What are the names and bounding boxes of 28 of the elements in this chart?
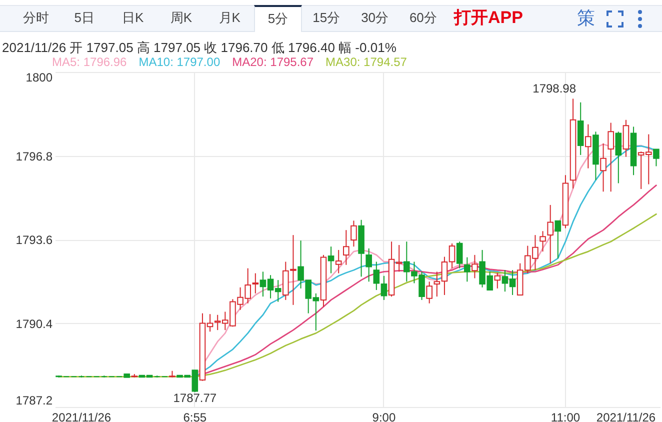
x-tick-label: 11:00 bbox=[550, 410, 580, 422]
x-tick-label: 2021/11/26 bbox=[596, 410, 656, 422]
text: 月K bbox=[218, 9, 242, 27]
annotation: 1787.77 bbox=[173, 391, 217, 406]
text: MA20: 1795.67 bbox=[232, 55, 314, 69]
text: 30分 bbox=[360, 9, 390, 27]
y-tick-label: 1787.2 bbox=[16, 394, 53, 408]
y-tick-label: 1796.8 bbox=[16, 149, 53, 164]
annotation: 1798.98 bbox=[532, 82, 576, 96]
text: 分时 bbox=[22, 9, 50, 27]
text: 周K bbox=[169, 9, 194, 27]
x-tick-label: 9:00 bbox=[372, 410, 396, 422]
text: MA5: 1796.96 bbox=[52, 55, 127, 69]
text: 策 bbox=[577, 7, 595, 30]
chart-subtitle: 2021/11/26 开 1797.05 高 1797.05 收 1796.70 低 1796.40 幅 -0.01% bbox=[2, 40, 396, 55]
text: MA10: 1797.00 bbox=[138, 55, 220, 69]
text: 日K bbox=[120, 9, 145, 27]
text: 打开APP bbox=[454, 7, 523, 29]
y-tick-label: 1800 bbox=[26, 70, 53, 84]
text: MA30: 1794.57 bbox=[326, 55, 407, 69]
text: 5日 bbox=[73, 9, 96, 27]
text: 5分 bbox=[254, 5, 302, 32]
y-tick-label: 1790.4 bbox=[16, 316, 53, 331]
x-tick-label: 6:55 bbox=[183, 410, 207, 422]
x-tick-label: 2021/11/26 bbox=[52, 410, 112, 422]
y-tick-label: 1793.6 bbox=[16, 233, 53, 247]
text: 15分 bbox=[312, 9, 342, 27]
text: 60分 bbox=[408, 9, 438, 27]
